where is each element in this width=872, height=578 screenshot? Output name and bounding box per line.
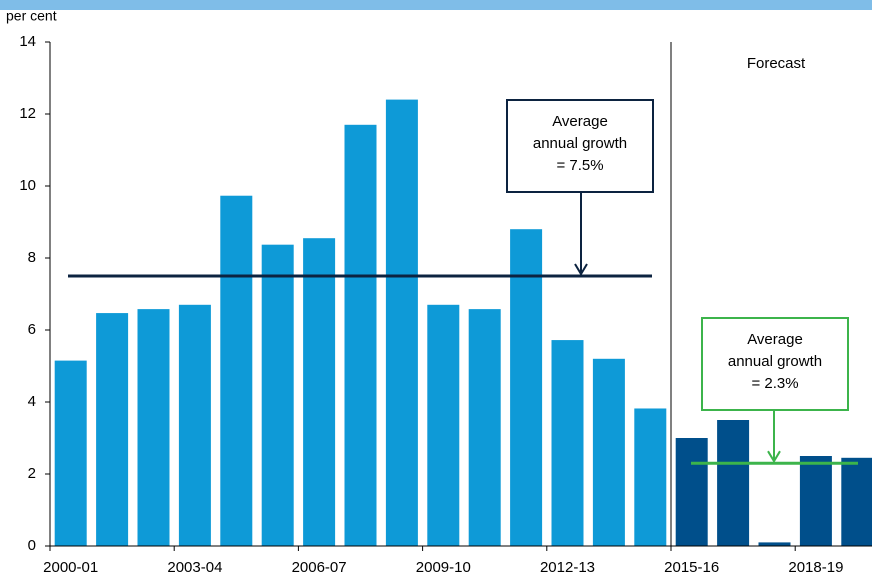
bar bbox=[220, 195, 253, 546]
forecast-label: Forecast bbox=[747, 55, 806, 72]
bar bbox=[261, 244, 294, 546]
bar bbox=[96, 313, 129, 546]
x-tick-label: 2018-19 bbox=[788, 559, 843, 576]
bar bbox=[634, 408, 667, 546]
bar bbox=[592, 358, 625, 546]
bar bbox=[758, 542, 791, 546]
bar bbox=[675, 438, 708, 546]
arrow-head bbox=[574, 263, 588, 276]
y-axis-label: per cent bbox=[6, 8, 57, 24]
annotation-text: = 2.3% bbox=[751, 375, 798, 392]
y-tick-label: 10 bbox=[19, 177, 36, 194]
bar bbox=[344, 124, 377, 547]
y-tick-label: 2 bbox=[28, 465, 36, 482]
bar bbox=[385, 99, 418, 546]
y-tick-label: 8 bbox=[28, 249, 36, 266]
bar bbox=[510, 229, 543, 546]
bar bbox=[303, 238, 336, 546]
bar bbox=[54, 360, 87, 546]
x-tick-label: 2000-01 bbox=[43, 559, 98, 576]
x-tick-label: 2003-04 bbox=[167, 559, 222, 576]
bar bbox=[137, 309, 170, 546]
annotation-text: Average bbox=[747, 331, 803, 348]
bar bbox=[468, 309, 501, 546]
bar bbox=[427, 304, 460, 546]
y-tick-label: 0 bbox=[28, 537, 36, 554]
arrow-head bbox=[767, 450, 781, 464]
x-tick-label: 2006-07 bbox=[292, 559, 347, 576]
annotation-text: Average bbox=[552, 113, 608, 130]
x-tick-label: 2012-13 bbox=[540, 559, 595, 576]
y-tick-label: 6 bbox=[28, 321, 36, 338]
annotation-text: annual growth bbox=[533, 135, 627, 152]
annotation-text: = 7.5% bbox=[556, 157, 603, 174]
y-tick-label: 14 bbox=[19, 33, 36, 50]
x-tick-label: 2009-10 bbox=[416, 559, 471, 576]
annotation-text: annual growth bbox=[728, 353, 822, 370]
top-band bbox=[0, 0, 872, 10]
bar bbox=[799, 456, 832, 546]
x-tick-label: 2015-16 bbox=[664, 559, 719, 576]
bar bbox=[551, 340, 584, 546]
y-tick-label: 12 bbox=[19, 105, 36, 122]
y-tick-label: 4 bbox=[28, 393, 36, 410]
bar bbox=[717, 420, 750, 546]
bar bbox=[841, 457, 872, 546]
bar bbox=[178, 304, 211, 546]
